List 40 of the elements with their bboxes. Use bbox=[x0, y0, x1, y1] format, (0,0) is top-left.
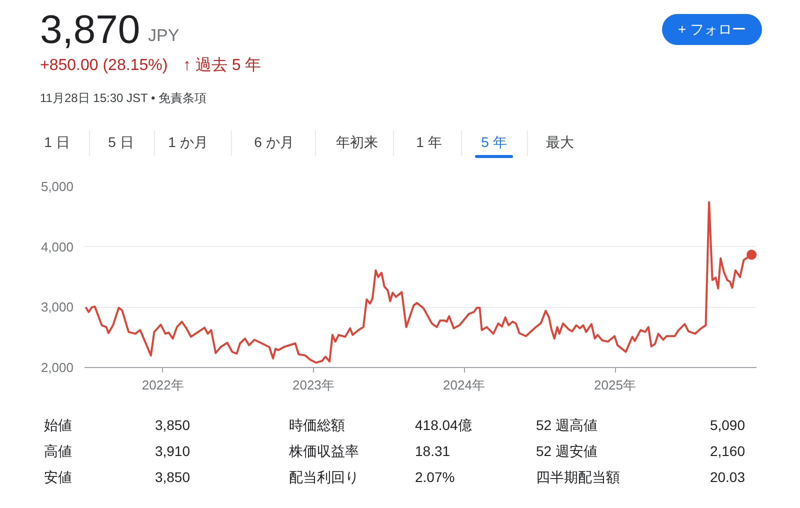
x-tick-label: 2022年 bbox=[142, 378, 184, 392]
x-tick-label: 2025年 bbox=[594, 378, 636, 392]
chart-title: 3,870 bbox=[40, 8, 140, 52]
text: 1 日 bbox=[43, 133, 71, 152]
x-tick-label: 2023年 bbox=[292, 378, 334, 392]
text: +850.00 (28.15%) bbox=[40, 56, 168, 76]
text: 安値 bbox=[44, 468, 73, 487]
text: 3,910 bbox=[154, 442, 190, 461]
text: 高値 bbox=[44, 442, 73, 461]
text: 2,160 bbox=[708, 442, 745, 461]
text: 2.07% bbox=[415, 468, 456, 487]
text: 5 日 bbox=[107, 133, 135, 152]
text: 1 か月 bbox=[167, 133, 209, 152]
text: 20.03 bbox=[708, 468, 745, 487]
text: 株価収益率 bbox=[289, 442, 360, 461]
y-tick-label: 3,000 bbox=[40, 300, 74, 315]
text: 5 年 bbox=[480, 133, 508, 152]
text: JPY bbox=[148, 25, 180, 47]
text: 始値 bbox=[44, 416, 73, 435]
text: 時価総額 bbox=[289, 416, 346, 435]
text: 11月28日 15:30 JST • 免責条項 bbox=[40, 90, 206, 107]
text: 5,090 bbox=[708, 416, 745, 435]
text: 1 年 bbox=[415, 133, 443, 152]
text: 6 か月 bbox=[253, 133, 295, 152]
text: 52 週高値 bbox=[536, 416, 598, 435]
text: + フォロー bbox=[662, 14, 762, 45]
x-tick-label: 2024年 bbox=[443, 378, 485, 392]
text: 年初来 bbox=[335, 133, 379, 152]
text: 四半期配当額 bbox=[536, 468, 621, 487]
text: 18.31 bbox=[415, 442, 452, 461]
text: 52 週安値 bbox=[536, 442, 598, 461]
y-tick-label: 2,000 bbox=[40, 360, 74, 375]
text: 3,850 bbox=[154, 416, 190, 435]
y-tick-label: 5,000 bbox=[40, 179, 74, 194]
text: ↑ 過去 5 年 bbox=[183, 56, 262, 76]
text: 418.04億 bbox=[415, 416, 473, 435]
text: 3,850 bbox=[154, 468, 190, 487]
y-tick-label: 4,000 bbox=[40, 239, 74, 254]
text: 配当利回り bbox=[289, 468, 360, 487]
text: 最大 bbox=[545, 133, 575, 152]
